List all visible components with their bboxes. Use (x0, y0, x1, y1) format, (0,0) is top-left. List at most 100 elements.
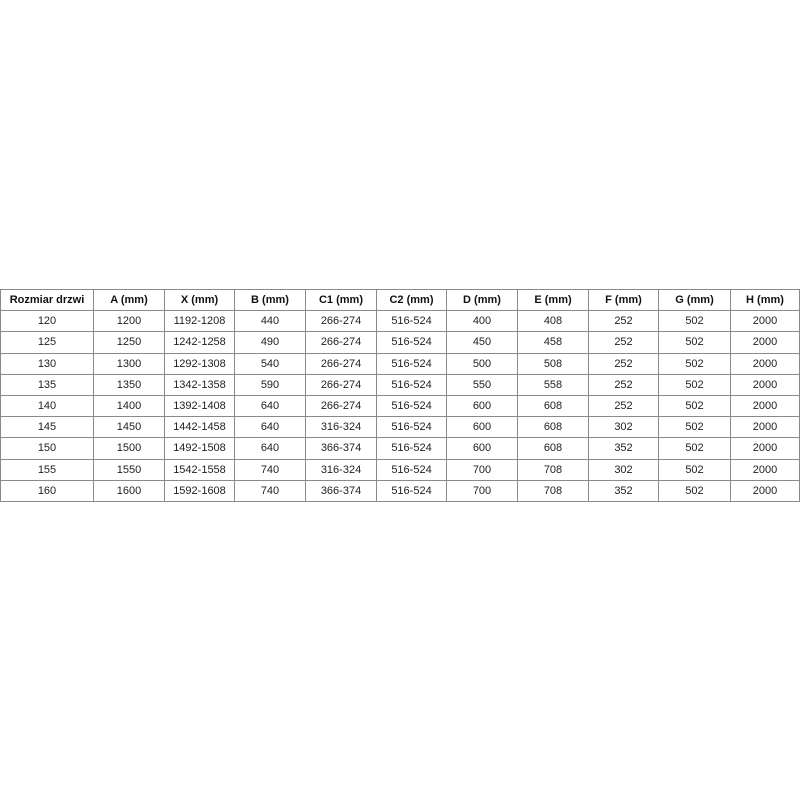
table-cell: 135 (0, 373, 94, 396)
table-cell: 640 (234, 437, 306, 460)
table-cell: 600 (446, 437, 518, 460)
table-row: 140 1400 1392-1408 640 266-274 516-524 600 608 2… (0, 394, 800, 418)
table-cell: 600 (446, 416, 518, 439)
table-cell: 1350 (93, 373, 165, 396)
table-cell: 1292-1308 (164, 352, 235, 375)
table-cell: 550 (446, 373, 518, 396)
table-cell: 150 (0, 437, 94, 460)
table-row: 155 1550 1542-1558 740 316-324 516-524 700 708 3… (0, 458, 800, 481)
table-cell: 252 (588, 331, 659, 354)
table-cell: 2000 (730, 331, 800, 354)
table-cell: 1192-1208 (164, 310, 235, 333)
column-header: G (mm) (658, 288, 731, 312)
column-header: H (mm) (730, 288, 800, 312)
table-cell: 2000 (730, 458, 800, 481)
table-cell: 266-274 (305, 352, 377, 375)
table-cell: 266-274 (305, 373, 377, 396)
table-cell: 1492-1508 (164, 437, 235, 460)
column-header: E (mm) (517, 288, 589, 312)
table-cell: 502 (658, 310, 731, 333)
table-cell: 252 (588, 352, 659, 375)
table-cell: 400 (446, 310, 518, 333)
table-cell: 125 (0, 331, 94, 354)
table-cell: 708 (517, 458, 589, 481)
table-cell: 1450 (93, 416, 165, 439)
table-cell: 252 (588, 394, 659, 418)
table-cell: 440 (234, 310, 306, 333)
table-cell: 502 (658, 373, 731, 396)
column-header: C2 (mm) (376, 288, 447, 312)
column-header: B (mm) (234, 288, 306, 312)
table-cell: 302 (588, 416, 659, 439)
table-cell: 1400 (93, 394, 165, 418)
table-cell: 302 (588, 458, 659, 481)
table-cell: 1600 (93, 479, 165, 502)
table-cell: 640 (234, 394, 306, 418)
table-cell: 2000 (730, 310, 800, 333)
table-cell: 558 (517, 373, 589, 396)
table-cell: 516-524 (376, 373, 447, 396)
column-header: C1 (mm) (305, 288, 377, 312)
table-cell: 266-274 (305, 331, 377, 354)
table-cell: 516-524 (376, 331, 447, 354)
table-cell: 266-274 (305, 310, 377, 333)
table-cell: 366-374 (305, 479, 377, 502)
column-header: A (mm) (93, 288, 165, 312)
table-cell: 590 (234, 373, 306, 396)
table-cell: 516-524 (376, 310, 447, 333)
table-cell: 458 (517, 331, 589, 354)
table-cell: 740 (234, 458, 306, 481)
table-cell: 600 (446, 394, 518, 418)
dimensions-table: Rozmiar drzwi A (mm) X (mm) B (mm) C1 (mm) C2… (0, 288, 800, 502)
table-row: 145 1450 1442-1458 640 316-324 516-524 600 608 3… (0, 416, 800, 439)
table-cell: 502 (658, 352, 731, 375)
table-cell: 608 (517, 437, 589, 460)
table-cell: 2000 (730, 352, 800, 375)
table-cell: 316-324 (305, 416, 377, 439)
table-cell: 1342-1358 (164, 373, 235, 396)
table-row: 160 1600 1592-1608 740 366-374 516-524 700 708 3… (0, 479, 800, 502)
column-header: D (mm) (446, 288, 518, 312)
table-cell: 1250 (93, 331, 165, 354)
table-row: 150 1500 1492-1508 640 366-374 516-524 600 608 3… (0, 437, 800, 460)
table-cell: 130 (0, 352, 94, 375)
table-cell: 516-524 (376, 352, 447, 375)
table-cell: 366-374 (305, 437, 377, 460)
table-cell: 516-524 (376, 479, 447, 502)
table-cell: 516-524 (376, 458, 447, 481)
table-cell: 502 (658, 331, 731, 354)
table-cell: 608 (517, 416, 589, 439)
table-cell: 160 (0, 479, 94, 502)
table-cell: 120 (0, 310, 94, 333)
table-cell: 516-524 (376, 437, 447, 460)
table-cell: 1242-1258 (164, 331, 235, 354)
table-cell: 490 (234, 331, 306, 354)
table-cell: 516-524 (376, 416, 447, 439)
table-cell: 1550 (93, 458, 165, 481)
table-cell: 640 (234, 416, 306, 439)
table-cell: 2000 (730, 373, 800, 396)
table-cell: 1542-1558 (164, 458, 235, 481)
table-cell: 1500 (93, 437, 165, 460)
table-cell: 700 (446, 458, 518, 481)
table-cell: 316-324 (305, 458, 377, 481)
table-row: 135 1350 1342-1358 590 266-274 516-524 550 558 2… (0, 373, 800, 396)
table-cell: 502 (658, 394, 731, 418)
table-cell: 708 (517, 479, 589, 502)
table-cell: 516-524 (376, 394, 447, 418)
table-cell: 500 (446, 352, 518, 375)
table-cell: 145 (0, 416, 94, 439)
table-cell: 408 (517, 310, 589, 333)
table-cell: 352 (588, 479, 659, 502)
table-cell: 1300 (93, 352, 165, 375)
table-cell: 740 (234, 479, 306, 502)
table-cell: 502 (658, 479, 731, 502)
table-cell: 140 (0, 394, 94, 418)
table-cell: 2000 (730, 479, 800, 502)
table-cell: 508 (517, 352, 589, 375)
table-cell: 502 (658, 458, 731, 481)
table-row: 130 1300 1292-1308 540 266-274 516-524 500 508 2… (0, 352, 800, 375)
column-header: X (mm) (164, 288, 235, 312)
table-cell: 450 (446, 331, 518, 354)
table-cell: 540 (234, 352, 306, 375)
